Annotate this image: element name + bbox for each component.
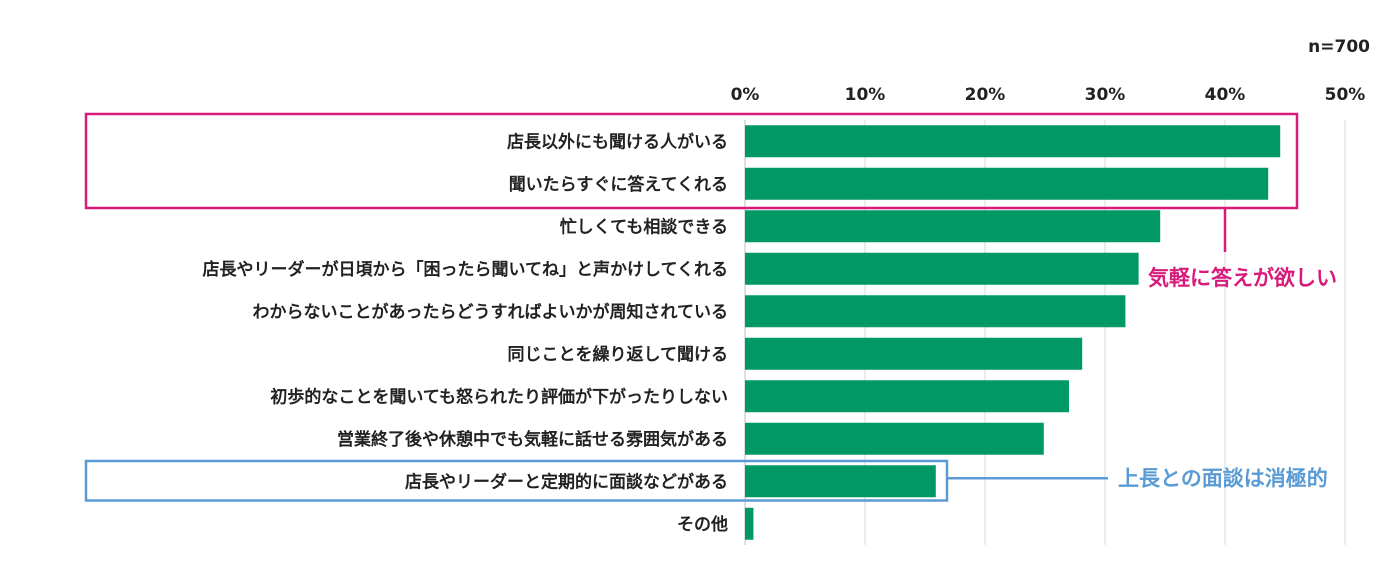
category-label: 営業終了後や休憩中でも気軽に話せる雰囲気がある — [337, 429, 728, 450]
bars — [745, 125, 1281, 540]
category-label: 聞いたらすぐに答えてくれる — [509, 174, 728, 195]
category-label: 店長やリーダーが日頃から「困ったら聞いてね」と声かけしてくれる — [203, 259, 728, 280]
highlight-box-blue — [84, 459, 949, 502]
category-label: 初歩的なことを聞いても怒られたり評価が下がったりしない — [270, 386, 728, 407]
category-label: 忙しくても相談できる — [560, 216, 728, 237]
bar — [745, 337, 1083, 370]
x-tick-label: 10% — [845, 85, 886, 105]
bar — [745, 507, 754, 540]
x-tick-label: 40% — [1205, 85, 1246, 105]
x-axis-tick-labels: 0% 10% 20% 30% 40% 50% — [731, 85, 1366, 105]
x-tick-label: 30% — [1085, 85, 1126, 105]
category-label: 店長以外にも聞ける人がいる — [507, 131, 728, 152]
category-labels: 店長以外にも聞ける人がいる聞いたらすぐに答えてくれる忙しくても相談できる店長やリ… — [203, 131, 728, 535]
bar — [745, 210, 1161, 243]
callout-label-blue: 上長との面談は消極的 — [1118, 466, 1328, 490]
bar — [745, 380, 1069, 413]
x-tick-label: 50% — [1325, 85, 1366, 105]
x-tick-label: 20% — [965, 85, 1006, 105]
x-tick-label: 0% — [731, 85, 760, 105]
bar — [745, 167, 1269, 200]
sample-size-label: n=700 — [1308, 37, 1370, 57]
bar — [745, 252, 1139, 285]
bar — [745, 295, 1126, 328]
category-label: その他 — [677, 514, 728, 535]
bar — [745, 422, 1044, 455]
bar — [745, 125, 1281, 158]
callout-label-pink: 気軽に答えが欲しい — [1148, 266, 1337, 290]
bar — [745, 465, 936, 498]
category-label: 同じことを繰り返して聞ける — [508, 344, 729, 365]
category-label: 店長やリーダーと定期的に面談などがある — [405, 471, 728, 492]
category-label: わからないことがあったらどうすればよいかが周知されている — [253, 301, 729, 322]
highlight-box-pink — [84, 112, 1299, 210]
